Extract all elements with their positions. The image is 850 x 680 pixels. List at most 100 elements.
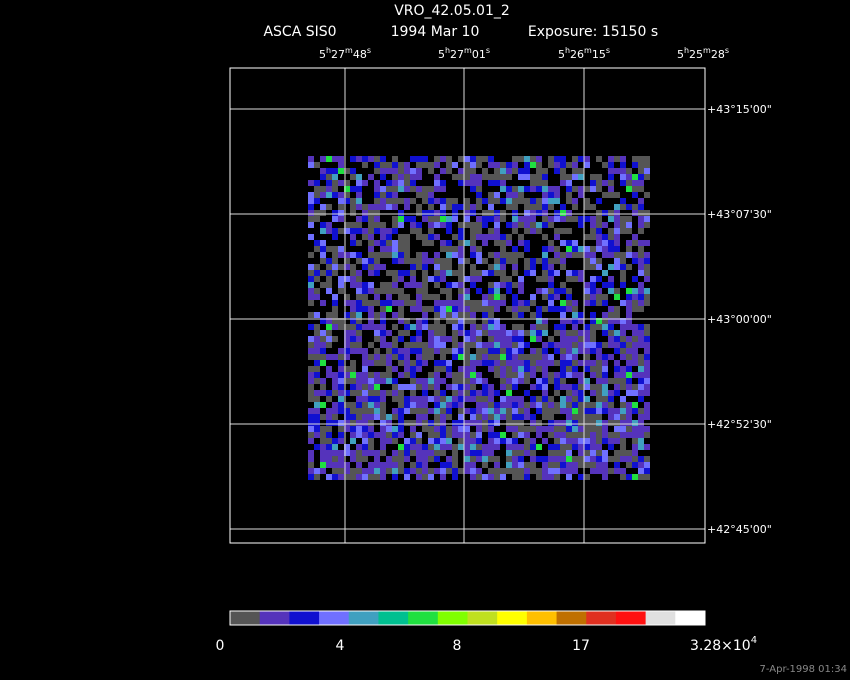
pixel	[554, 426, 560, 432]
pixel	[518, 414, 524, 420]
pixel	[500, 198, 506, 204]
pixel	[572, 174, 578, 180]
pixel	[476, 330, 482, 336]
pixel	[440, 408, 446, 414]
pixel	[554, 444, 560, 450]
pixel	[584, 204, 590, 210]
pixel	[512, 294, 518, 300]
pixel	[524, 162, 530, 168]
pixel	[344, 366, 350, 372]
pixel	[554, 168, 560, 174]
pixel	[512, 378, 518, 384]
pixel	[422, 414, 428, 420]
pixel	[374, 252, 380, 258]
pixel	[596, 378, 602, 384]
pixel	[554, 210, 560, 216]
pixel	[332, 378, 338, 384]
pixel	[368, 474, 374, 480]
pixel	[638, 204, 644, 210]
pixel	[368, 288, 374, 294]
pixel	[578, 462, 584, 468]
pixel	[620, 354, 626, 360]
pixel	[440, 312, 446, 318]
pixel	[434, 306, 440, 312]
pixel	[584, 216, 590, 222]
pixel	[368, 216, 374, 222]
pixel	[356, 468, 362, 474]
pixel	[344, 324, 350, 330]
pixel	[488, 282, 494, 288]
pixel	[602, 366, 608, 372]
pixel	[476, 432, 482, 438]
pixel	[584, 456, 590, 462]
pixel	[572, 312, 578, 318]
pixel	[314, 426, 320, 432]
pixel	[476, 306, 482, 312]
pixel	[566, 426, 572, 432]
pixel	[548, 264, 554, 270]
pixel	[308, 462, 314, 468]
pixel	[386, 192, 392, 198]
pixel	[392, 414, 398, 420]
pixel	[410, 258, 416, 264]
pixel	[530, 324, 536, 330]
pixel	[380, 342, 386, 348]
pixel	[326, 408, 332, 414]
pixel	[644, 168, 650, 174]
pixel	[326, 192, 332, 198]
pixel	[602, 222, 608, 228]
pixel	[524, 450, 530, 456]
pixel	[518, 168, 524, 174]
pixel	[494, 306, 500, 312]
pixel	[326, 420, 332, 426]
pixel	[350, 348, 356, 354]
pixel	[380, 354, 386, 360]
pixel	[350, 204, 356, 210]
pixel	[320, 450, 326, 456]
pixel	[410, 306, 416, 312]
pixel	[614, 294, 620, 300]
pixel	[470, 366, 476, 372]
pixel	[440, 216, 446, 222]
pixel	[344, 342, 350, 348]
timestamp: 7-Apr-1998 01:34	[760, 664, 847, 675]
pixel	[326, 396, 332, 402]
pixel	[482, 216, 488, 222]
pixel	[524, 228, 530, 234]
pixel	[470, 270, 476, 276]
pixel	[446, 426, 452, 432]
pixel	[530, 402, 536, 408]
pixel	[590, 282, 596, 288]
pixel	[314, 180, 320, 186]
pixel	[392, 192, 398, 198]
pixel	[350, 384, 356, 390]
pixel	[338, 192, 344, 198]
pixel	[494, 282, 500, 288]
pixel	[614, 414, 620, 420]
ra-unit: s	[725, 46, 729, 55]
pixel	[380, 162, 386, 168]
pixel	[614, 342, 620, 348]
pixel	[512, 264, 518, 270]
pixel	[416, 354, 422, 360]
pixel	[644, 156, 650, 162]
pixel	[608, 444, 614, 450]
pixel	[518, 336, 524, 342]
pixel	[608, 162, 614, 168]
pixel	[506, 168, 512, 174]
pixel	[404, 402, 410, 408]
pixel	[614, 312, 620, 318]
pixel	[368, 360, 374, 366]
pixel	[644, 366, 650, 372]
pixel	[326, 342, 332, 348]
pixel	[626, 354, 632, 360]
pixel	[344, 378, 350, 384]
pixel	[512, 198, 518, 204]
pixel	[320, 192, 326, 198]
pixel	[602, 474, 608, 480]
pixel	[524, 330, 530, 336]
pixel	[392, 228, 398, 234]
pixel	[326, 174, 332, 180]
pixel	[422, 288, 428, 294]
pixel	[314, 348, 320, 354]
